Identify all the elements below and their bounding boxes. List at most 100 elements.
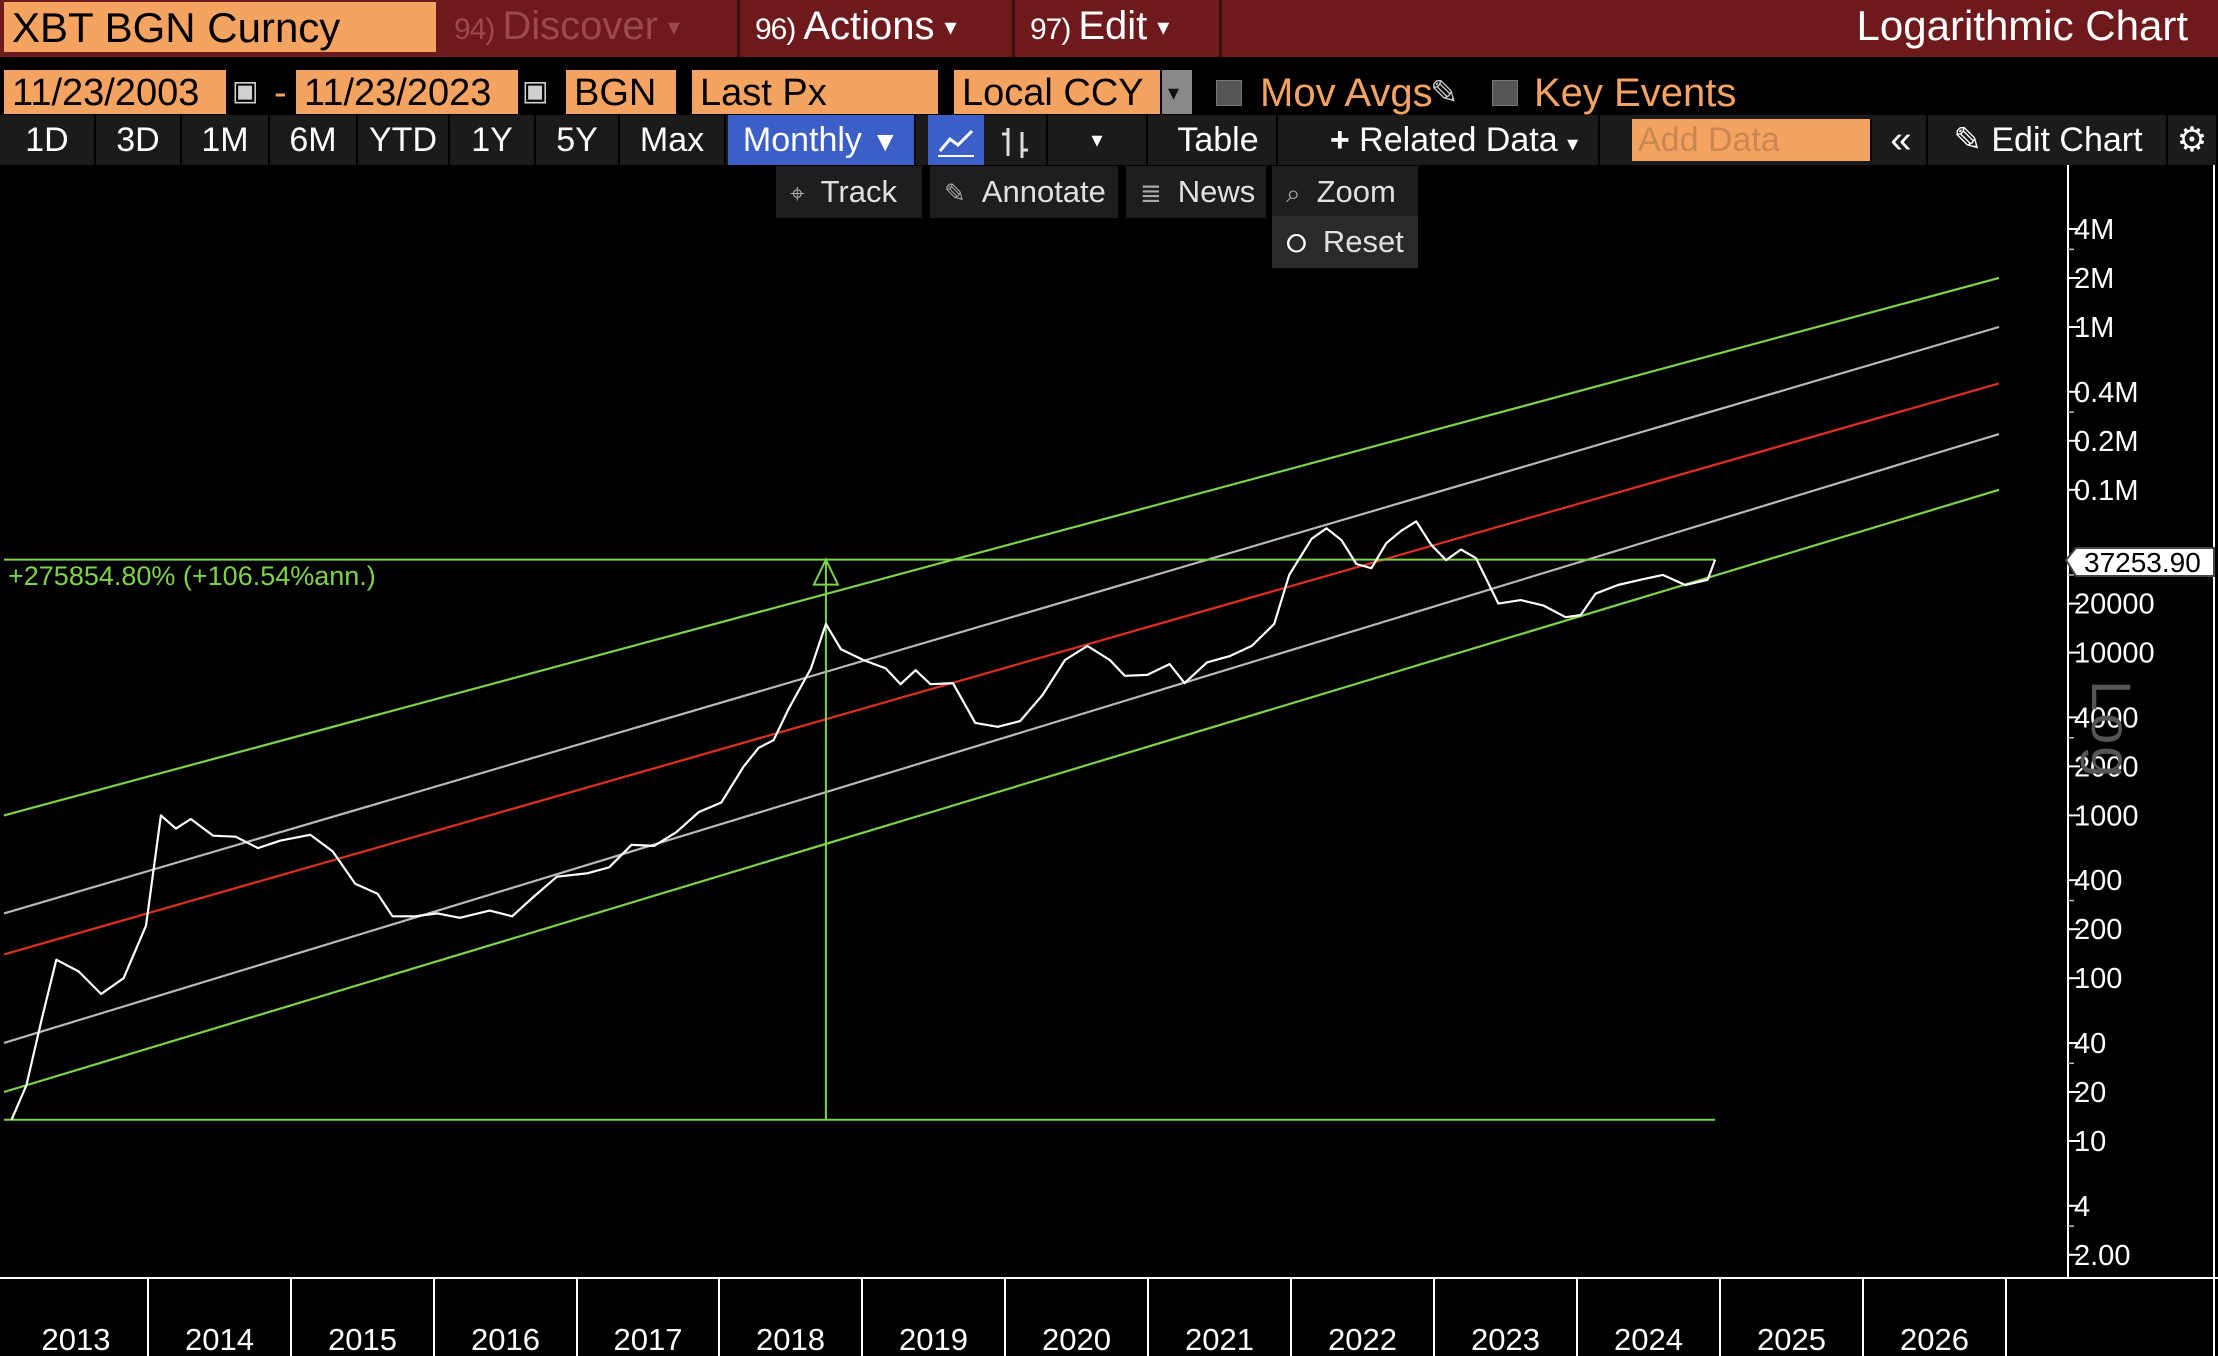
annotate-button[interactable]: ✎ Annotate [930, 166, 1118, 218]
y-tick-label: 200 [2074, 914, 2122, 946]
circle-icon: ⭘ [1286, 228, 1307, 258]
x-tick-label: 2014 [185, 1322, 254, 1356]
x-tick-label: 2021 [1185, 1322, 1254, 1356]
x-tick-label: 2016 [471, 1322, 540, 1356]
calendar-icon[interactable]: ▣ [232, 75, 259, 106]
add-data-input[interactable]: Add Data [1632, 119, 1872, 161]
triangle-down-icon: ▼ [871, 126, 900, 157]
calendar-icon[interactable]: ▣ [522, 75, 549, 106]
period-1y[interactable]: 1Y [450, 115, 536, 165]
y-tick-label: 10 [2074, 1126, 2106, 1158]
discover-num: 94) [454, 13, 495, 46]
y-tick-label: 20000 [2074, 589, 2155, 621]
y-tick-label: 10000 [2074, 638, 2155, 670]
chevron-down-icon: ▾ [944, 14, 957, 42]
edit-menu[interactable]: 97) Edit ▾ [1018, 0, 1222, 57]
settings-row: 11/23/2003 ▣ - 11/23/2023 ▣ BGN Last Px … [0, 64, 2218, 120]
band-line-inner [3, 325, 2000, 915]
edit-num: 97) [1030, 13, 1071, 46]
pencil-icon[interactable]: ✎ [1430, 74, 1459, 112]
x-tick-label: 2018 [756, 1322, 825, 1356]
pencil-icon: ✎ [1953, 121, 1982, 159]
line-chart-icon[interactable] [928, 115, 984, 165]
zoom-label: Zoom [1316, 174, 1396, 209]
key-events-checkbox[interactable] [1492, 80, 1518, 106]
actions-menu[interactable]: 96) Actions ▾ [743, 0, 1015, 57]
regression-bands [3, 276, 2000, 1094]
edit-chart-button[interactable]: ✎ Edit Chart [1930, 115, 2168, 165]
edit-chart-label: Edit Chart [1991, 121, 2143, 159]
plus-icon: + [1329, 121, 1350, 159]
y-tick-label: 0.1M [2074, 475, 2138, 507]
key-events-label: Key Events [1534, 71, 1737, 115]
y-tick-label: 1000 [2074, 800, 2139, 832]
track-label: Track [820, 174, 897, 209]
chevron-down-icon[interactable]: ▾ [1048, 115, 1148, 165]
reset-button[interactable]: ⭘ Reset [1272, 216, 1418, 268]
band-line-outer [3, 488, 2000, 1094]
y-tick-label: 0.4M [2074, 377, 2138, 409]
news-label: News [1177, 174, 1256, 209]
reset-label: Reset [1322, 224, 1404, 259]
measure-tool [4, 557, 1716, 1121]
news-button[interactable]: ≣ News [1126, 166, 1266, 218]
start-date-input[interactable]: 11/23/2003 [4, 70, 226, 114]
period-toolbar: 1D 3D 1M 6M YTD 1Y 5Y Max Monthly ▼ ▾ Ta… [0, 115, 2218, 165]
band-line-center [3, 382, 2000, 956]
title-bar: XBT BGN Curncy 94) Discover ▾ 96) Actions ▾ … [0, 0, 2218, 57]
y-tick-label: 2000 [2074, 751, 2139, 783]
y-tick-label: 400 [2074, 865, 2122, 897]
related-data-menu[interactable]: + Related Data ▾ [1310, 115, 1600, 165]
collapse-left-icon[interactable]: « [1876, 115, 1928, 165]
period-6m[interactable]: 6M [270, 115, 358, 165]
y-tick-label: 1M [2074, 312, 2114, 344]
price-series [10, 520, 1717, 1121]
annotate-label: Annotate [981, 174, 1106, 209]
x-tick-label: 2015 [328, 1322, 397, 1356]
period-max[interactable]: Max [620, 115, 726, 165]
x-tick-label: 2013 [42, 1322, 111, 1356]
measure-arrow-icon [812, 557, 840, 586]
x-tick-label: 2024 [1614, 1322, 1683, 1356]
period-ytd[interactable]: YTD [358, 115, 450, 165]
band-line-inner [3, 433, 2000, 1045]
period-3d[interactable]: 3D [96, 115, 182, 165]
chevron-down-icon[interactable]: ▾ [1162, 70, 1192, 114]
x-tick-label: 2017 [614, 1322, 683, 1356]
crosshair-icon: ⌖ [790, 178, 805, 208]
y-tick-label: 100 [2074, 963, 2122, 995]
mov-avgs-checkbox[interactable] [1216, 80, 1242, 106]
last-price-badge: 37253.90 [2064, 547, 2215, 578]
y-tick-label: 0.2M [2074, 426, 2138, 458]
gear-icon[interactable]: ⚙ [2168, 115, 2218, 165]
zoom-button[interactable]: ⌕ Zoom [1272, 166, 1418, 218]
discover-label: Discover [502, 4, 658, 48]
last-price-label: 37253.90 [2084, 547, 2201, 578]
bar-chart-icon[interactable] [986, 115, 1048, 165]
period-1d[interactable]: 1D [0, 115, 96, 165]
related-data-label: Related Data [1359, 121, 1558, 159]
table-button[interactable]: Table [1160, 115, 1278, 165]
period-5y[interactable]: 5Y [536, 115, 620, 165]
discover-menu[interactable]: 94) Discover ▾ [442, 0, 740, 57]
band-line-outer [3, 276, 2000, 817]
currency-select[interactable]: Local CCY [954, 70, 1160, 114]
source-input[interactable]: BGN [566, 70, 676, 114]
y-tick-label: 40 [2074, 1028, 2106, 1060]
y-tick-label: 4 [2074, 1191, 2090, 1223]
frequency-select[interactable]: Monthly ▼ [728, 115, 916, 165]
list-icon: ≣ [1140, 178, 1162, 208]
field-input[interactable]: Last Px [692, 70, 938, 114]
end-date-input[interactable]: 11/23/2023 [296, 70, 518, 114]
window-title: Logarithmic Chart [1856, 2, 2188, 49]
y-tick-label: 20 [2074, 1077, 2106, 1109]
y-tick-label: 2M [2074, 263, 2114, 295]
x-tick-label: 2020 [1042, 1322, 1111, 1356]
track-button[interactable]: ⌖ Track [776, 166, 922, 218]
ticker-input[interactable]: XBT BGN Curncy [4, 2, 436, 52]
period-1m[interactable]: 1M [182, 115, 270, 165]
log-scale-label: Log [2080, 680, 2143, 780]
actions-num: 96) [755, 13, 796, 46]
x-tick-label: 2022 [1328, 1322, 1397, 1356]
